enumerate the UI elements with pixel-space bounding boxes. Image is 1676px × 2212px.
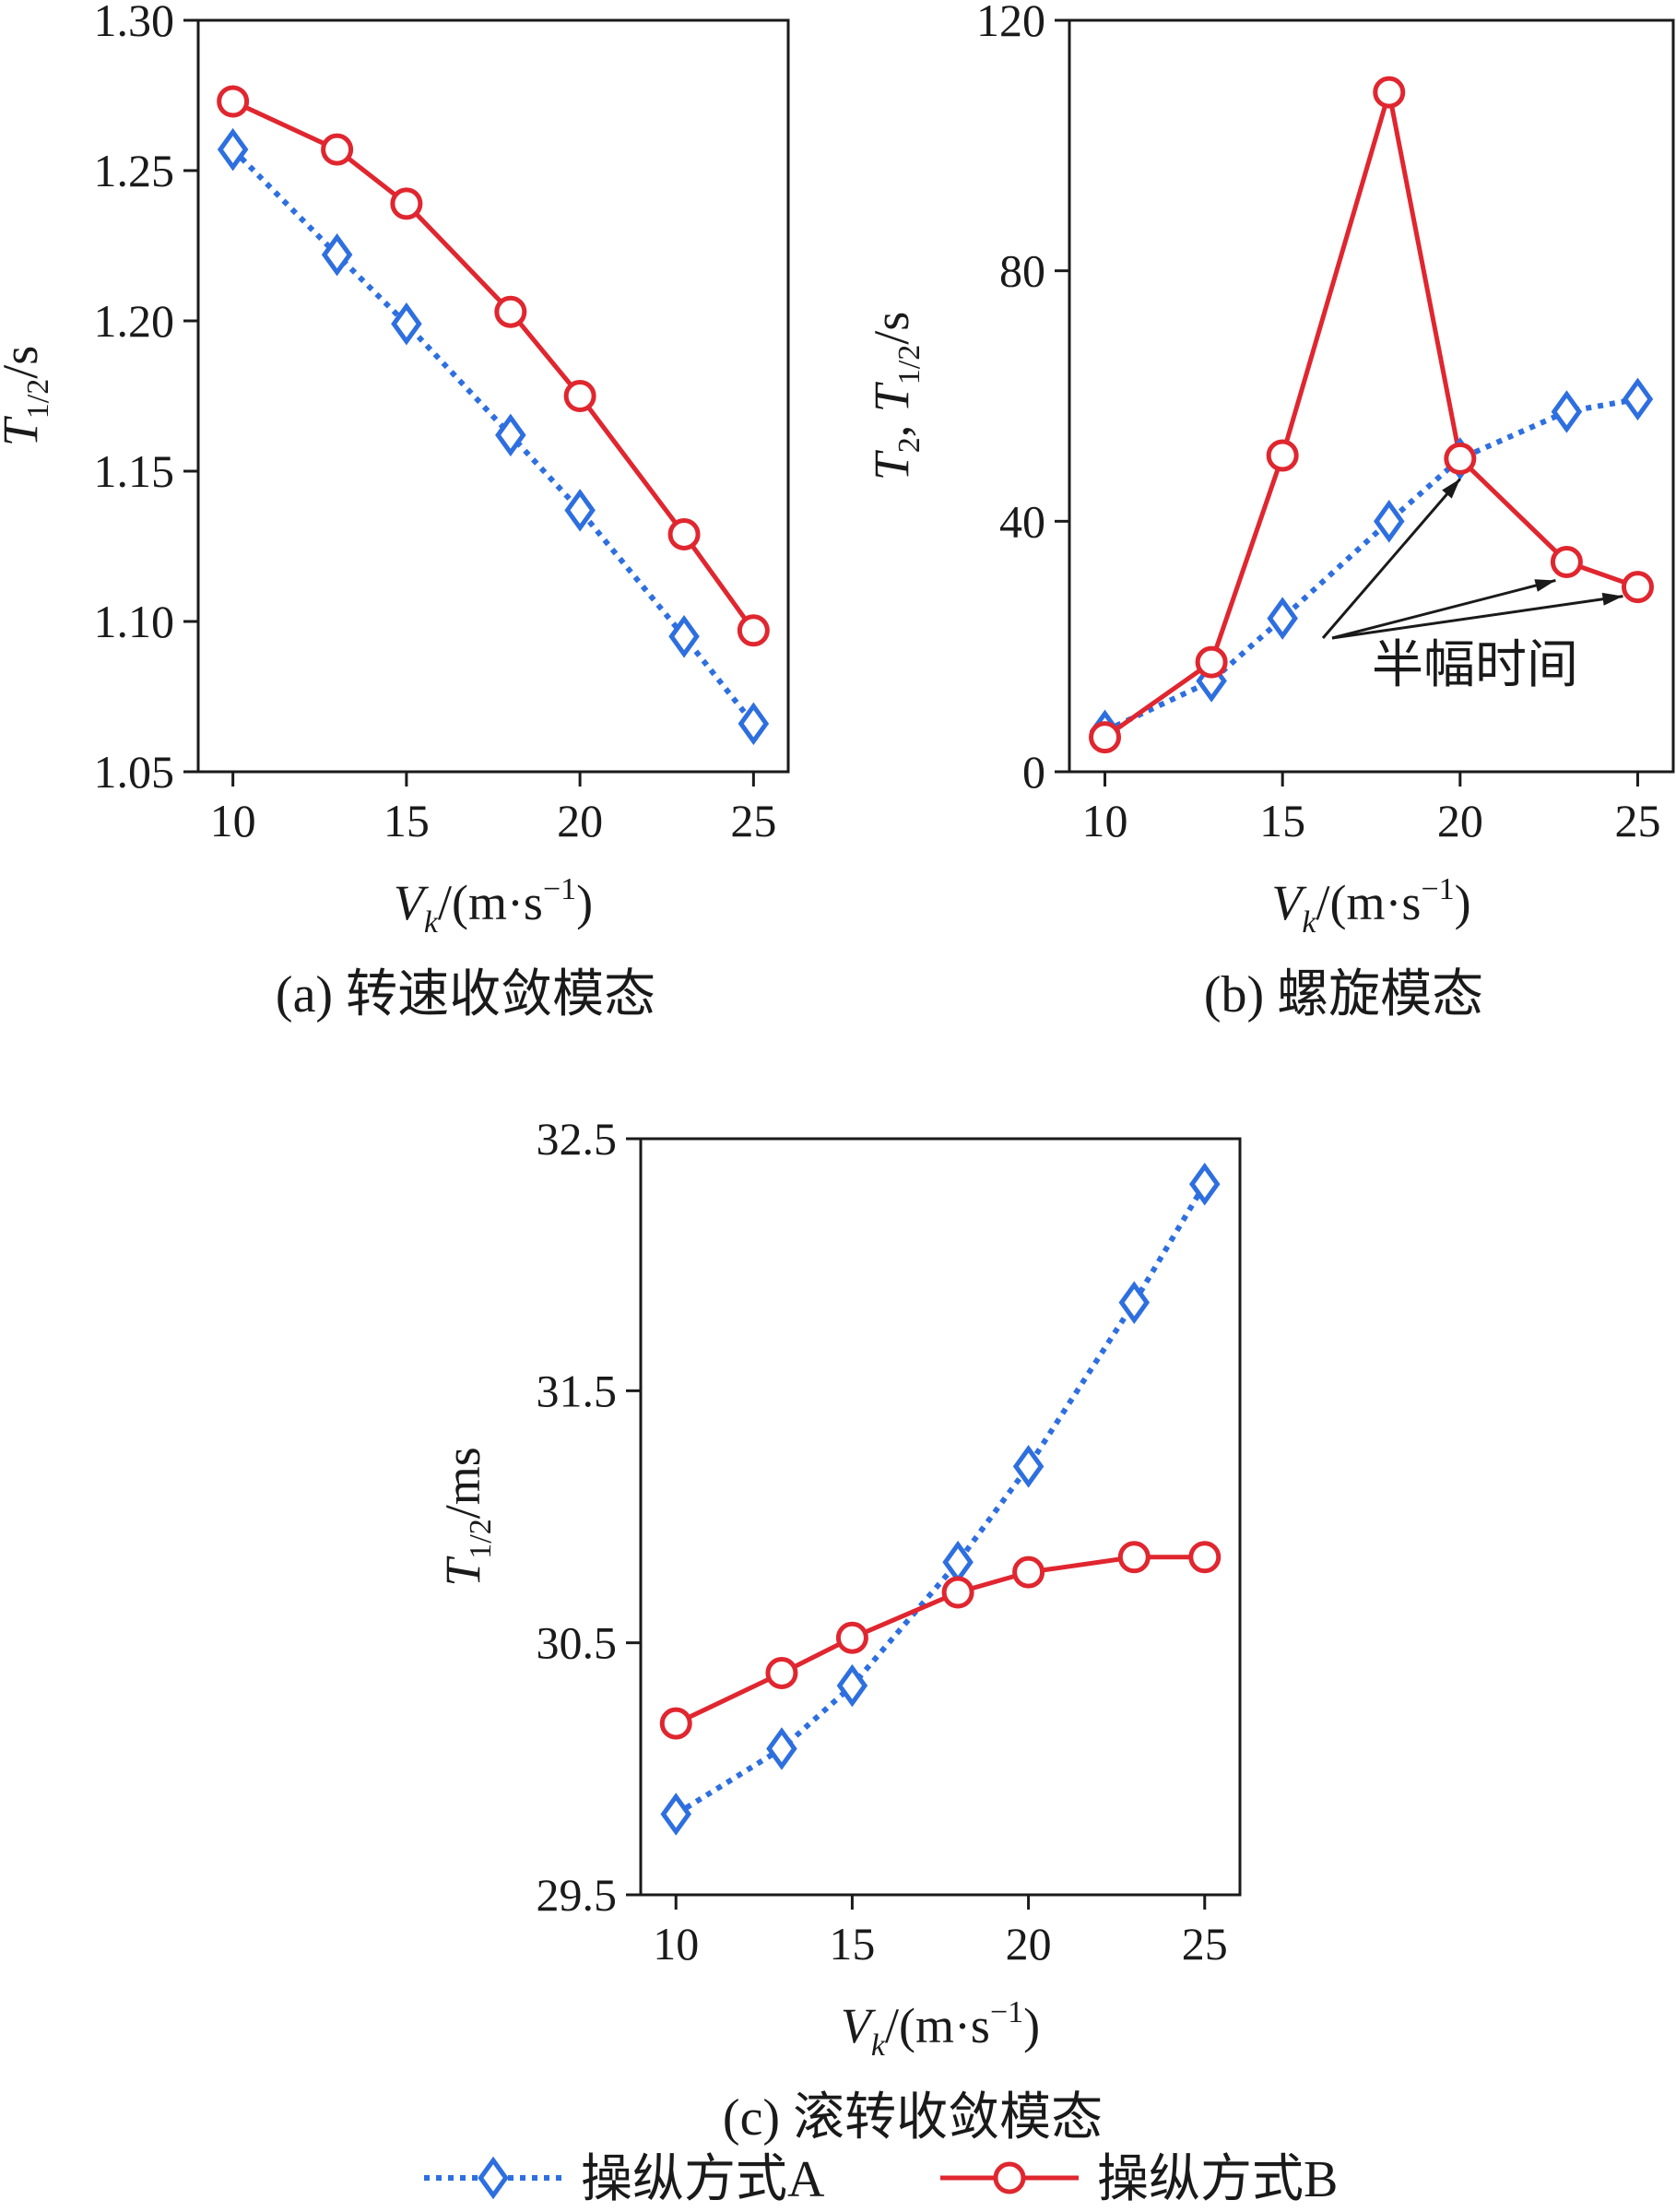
y-tick-label-a-4: 1.25 xyxy=(94,145,175,196)
y-axis-label-c: T1/2/ms xyxy=(435,1447,498,1587)
point-c-A-23 xyxy=(1118,1281,1151,1324)
point-a-B-18 xyxy=(494,295,527,328)
x-tick-label-a-20: 20 xyxy=(557,795,603,846)
point-b-B-15 xyxy=(1266,439,1299,472)
point-b-A-18 xyxy=(1374,500,1405,543)
point-b-B-23 xyxy=(1550,545,1583,578)
y-axis-label-a: T1/2/s xyxy=(0,346,55,447)
point-a-B-10 xyxy=(217,85,250,118)
point-a-A-20 xyxy=(564,489,596,532)
point-b-A-15 xyxy=(1267,597,1298,640)
annotation-arrowhead-0 xyxy=(1442,479,1460,499)
point-c-B-25 xyxy=(1188,1541,1222,1574)
y-tick-label-b-0: 0 xyxy=(1022,746,1045,798)
caption-c: (c) 滚转收敛模态 xyxy=(723,2089,1103,2147)
series-line-c-B xyxy=(675,1555,1205,1726)
x-tick-label-c-15: 15 xyxy=(829,1918,875,1970)
point-a-B-23 xyxy=(667,517,701,550)
x-tick-label-c-10: 10 xyxy=(653,1918,699,1970)
point-b-A-23 xyxy=(1551,390,1583,433)
x-tick-label-a-15: 15 xyxy=(384,795,430,846)
point-a-B-25 xyxy=(737,614,770,647)
annotation-arrow-0 xyxy=(1321,478,1461,639)
point-c-B-23 xyxy=(1117,1541,1151,1574)
point-c-A-13 xyxy=(766,1727,797,1770)
annotation-half-time: 半幅时间 xyxy=(1372,637,1578,694)
x-axis-label-a: Vk/(m·s−1) xyxy=(394,872,593,940)
point-c-B-18 xyxy=(941,1576,974,1609)
annotation-arrowhead-1 xyxy=(1534,579,1556,592)
x-tick-label-b-10: 10 xyxy=(1082,795,1128,846)
y-axis-label-b: T2, T1/2/s xyxy=(864,312,927,481)
y-tick-label-a-0: 1.05 xyxy=(94,746,175,798)
x-axis-label-c: Vk/(m·s−1) xyxy=(841,1995,1040,2063)
series-line-a-B xyxy=(231,99,756,633)
point-b-B-18 xyxy=(1373,76,1406,109)
point-c-A-10 xyxy=(660,1792,691,1836)
point-c-B-20 xyxy=(1012,1555,1045,1589)
chart-b: 10 15 20 25 0 40 80 120 Vk/(m·s−1) T2, T1/2/s (b) … xyxy=(864,0,1675,1023)
annotation-arrowhead-2 xyxy=(1601,592,1623,606)
point-a-A-15 xyxy=(391,302,422,346)
point-b-B-20 xyxy=(1444,442,1477,475)
point-a-B-15 xyxy=(390,187,423,220)
point-b-B-25 xyxy=(1621,571,1654,604)
point-a-A-23 xyxy=(668,615,700,658)
y-tick-label-c-1: 30.5 xyxy=(537,1617,618,1669)
caption-a: (a) 转速收敛模态 xyxy=(276,966,655,1023)
point-a-B-20 xyxy=(563,380,596,412)
x-tick-label-b-25: 25 xyxy=(1614,795,1660,846)
plot-frame-c xyxy=(639,1137,1242,1897)
x-tick-label-a-25: 25 xyxy=(730,795,776,846)
plot-frame-a xyxy=(196,18,790,774)
legend-label-A: 操纵方式A xyxy=(581,2151,825,2208)
point-a-A-18 xyxy=(495,413,526,457)
y-tick-label-b-2: 80 xyxy=(999,245,1045,297)
legend: 操纵方式A 操纵方式B xyxy=(424,2151,1338,2208)
series-line-c-A xyxy=(674,1182,1208,1817)
y-tick-label-c-3: 32.5 xyxy=(537,1113,618,1165)
x-tick-label-a-10: 10 xyxy=(210,795,256,846)
y-tick-label-a-2: 1.15 xyxy=(94,445,175,497)
point-b-A-25 xyxy=(1622,377,1654,421)
y-tick-label-c-2: 31.5 xyxy=(537,1365,618,1416)
point-c-A-15 xyxy=(836,1663,868,1708)
point-b-B-13 xyxy=(1195,645,1228,679)
point-a-B-13 xyxy=(321,133,354,166)
point-b-B-10 xyxy=(1089,721,1122,754)
plot-frame-b xyxy=(1068,18,1675,774)
chart-c: 10 15 20 25 29.5 30.5 31.5 32.5 Vk/(m·s−1) T1/2/m… xyxy=(435,1113,1242,2147)
point-c-A-20 xyxy=(1012,1445,1045,1488)
point-a-A-13 xyxy=(321,233,353,277)
y-tick-label-c-0: 29.5 xyxy=(537,1869,618,1921)
annotation-arrow-1 xyxy=(1331,579,1556,640)
legend-marker-A xyxy=(478,2156,509,2200)
annotation-arrow-2 xyxy=(1331,595,1623,640)
y-tick-label-a-1: 1.10 xyxy=(94,596,175,647)
x-tick-label-c-25: 25 xyxy=(1182,1918,1228,1970)
point-c-A-25 xyxy=(1189,1162,1221,1206)
y-tick-label-a-3: 1.20 xyxy=(94,295,175,347)
legend-label-B: 操纵方式B xyxy=(1097,2151,1338,2208)
y-tick-label-a-5: 1.30 xyxy=(94,0,175,46)
x-tick-label-c-20: 20 xyxy=(1006,1918,1052,1970)
point-a-A-25 xyxy=(738,702,770,746)
caption-b: (b) 螺旋模态 xyxy=(1204,966,1483,1023)
legend-marker-B xyxy=(993,2161,1026,2194)
point-a-A-10 xyxy=(217,127,249,172)
x-axis-label-b: Vk/(m·s−1) xyxy=(1271,872,1470,940)
y-tick-label-b-3: 120 xyxy=(976,0,1045,46)
x-tick-label-b-20: 20 xyxy=(1437,795,1483,846)
point-c-B-13 xyxy=(765,1656,798,1689)
y-tick-label-b-1: 40 xyxy=(999,495,1045,547)
x-tick-label-b-15: 15 xyxy=(1259,795,1305,846)
point-c-B-15 xyxy=(835,1621,868,1654)
point-c-B-10 xyxy=(659,1707,692,1740)
chart-a: 10 15 20 25 1.05 1.10 1.15 1.20 1.25 1.30 Vk/(m·s−… xyxy=(0,0,790,1023)
